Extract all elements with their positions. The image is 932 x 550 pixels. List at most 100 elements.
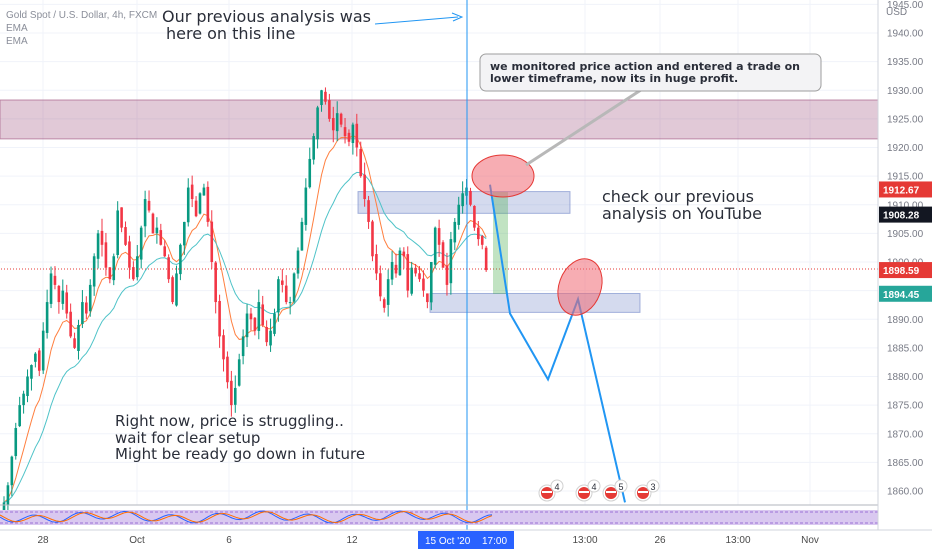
- candle-body: [331, 117, 335, 131]
- x-label: 28: [37, 535, 49, 546]
- x-label: 13:00: [725, 535, 750, 546]
- candle-body: [257, 302, 261, 331]
- candle-body: [96, 233, 100, 259]
- candle-body: [202, 187, 206, 196]
- candle-body: [18, 405, 21, 427]
- candle-body: [453, 221, 457, 243]
- candle-body: [163, 246, 167, 257]
- projection-path: [489, 184, 626, 503]
- candle-body: [328, 100, 331, 119]
- candle-body: [34, 353, 37, 362]
- event-badge-1[interactable]: 4: [538, 479, 564, 502]
- y-tick-label: 1945.00: [887, 0, 924, 11]
- candle-body: [402, 251, 406, 257]
- candle-body: [426, 293, 429, 303]
- struggling-line-2: wait for clear setup: [115, 429, 260, 447]
- zone-rect: [0, 99, 879, 140]
- candle-body: [269, 330, 272, 346]
- candle-body: [367, 200, 370, 222]
- candle-body: [296, 250, 300, 274]
- candle-body: [386, 279, 390, 305]
- candle-body: [73, 338, 76, 348]
- candle-body: [382, 299, 386, 308]
- time-highlight-time: 17:00: [482, 536, 507, 547]
- candle-body: [139, 227, 143, 260]
- candle-body: [445, 265, 449, 285]
- y-tick-label: 1925.00: [887, 114, 924, 125]
- ema-lines: [3, 134, 487, 503]
- candle-body: [194, 200, 198, 217]
- prev-analysis-line-1: Our previous analysis was: [162, 7, 371, 26]
- candle-body: [41, 330, 45, 371]
- y-tick-label: 1880.00: [887, 372, 924, 383]
- time-highlight-date: 15 Oct '20: [425, 536, 471, 547]
- candle-body: [218, 300, 221, 337]
- y-tick-label: 1940.00: [887, 29, 924, 40]
- candle-body: [457, 204, 461, 225]
- event-count: 4: [554, 482, 559, 492]
- candle-body: [339, 113, 343, 125]
- x-label: Oct: [129, 535, 145, 546]
- price-tag-value: 1898.59: [883, 266, 920, 277]
- callout-pointer: [525, 86, 645, 167]
- candle-body: [284, 285, 288, 303]
- candle-body: [237, 359, 241, 386]
- candle-body: [37, 350, 41, 371]
- candle-body: [418, 273, 421, 280]
- price-tags: 1912.67 1908.28 1898.59 1894.45: [879, 181, 932, 302]
- candle-body: [155, 227, 159, 234]
- y-tick-label: 1870.00: [887, 429, 924, 440]
- candle-body: [120, 207, 123, 228]
- legend-ema-1[interactable]: EMA: [6, 23, 28, 34]
- candle-body: [198, 193, 202, 214]
- candle-body: [230, 380, 233, 406]
- legend-ema-2[interactable]: EMA: [6, 36, 28, 47]
- target-ellipse-top: [471, 154, 535, 198]
- candle-body: [253, 317, 257, 331]
- candle-body: [461, 193, 464, 207]
- candle-body: [214, 262, 217, 303]
- candle-body: [53, 275, 57, 285]
- price-tag-value: 1894.45: [883, 290, 920, 301]
- candle-body: [473, 205, 476, 228]
- price-tag: [879, 262, 932, 279]
- candle-body: [390, 262, 394, 280]
- candle-body: [132, 267, 135, 280]
- candle-body: [429, 262, 433, 303]
- candle-body: [363, 174, 366, 200]
- candle-body: [359, 149, 363, 177]
- candle-body: [92, 256, 96, 287]
- event-badge-4[interactable]: 3: [634, 479, 660, 502]
- candle-body: [394, 264, 398, 274]
- candle-body: [85, 302, 88, 314]
- candle-body: [316, 107, 319, 140]
- candle-body: [433, 227, 437, 265]
- legend-symbol[interactable]: Gold Spot / U.S. Dollar, 4h, FXCM: [6, 10, 157, 21]
- candle-body: [77, 324, 80, 351]
- y-tick-label: 1885.00: [887, 343, 924, 354]
- candle-body: [304, 187, 308, 225]
- event-badge-3[interactable]: 5: [602, 479, 628, 502]
- y-tick-label: 1890.00: [887, 315, 924, 326]
- prev-analysis-line-2: here on this line: [166, 24, 295, 43]
- y-tick-label: 1860.00: [887, 487, 924, 498]
- candle-body: [128, 241, 131, 268]
- candle-body: [26, 376, 29, 397]
- candle-body: [335, 113, 339, 132]
- candle-body: [437, 228, 441, 245]
- candle-body: [406, 254, 410, 291]
- struggling-line-1: Right now, price is struggling..: [115, 412, 344, 430]
- candle-body: [273, 313, 276, 334]
- candle-body: [233, 387, 237, 405]
- x-label: 6: [226, 535, 232, 546]
- candle-body: [312, 136, 315, 160]
- candle-body: [410, 267, 413, 294]
- ema-fast-line: [3, 134, 487, 503]
- candle-body: [484, 247, 488, 271]
- event-badge-2[interactable]: 4: [575, 479, 601, 502]
- candle-body: [30, 365, 33, 379]
- youtube-line-1: check our previous: [602, 187, 754, 206]
- candle-body: [100, 230, 104, 245]
- y-tick-label: 1920.00: [887, 143, 924, 154]
